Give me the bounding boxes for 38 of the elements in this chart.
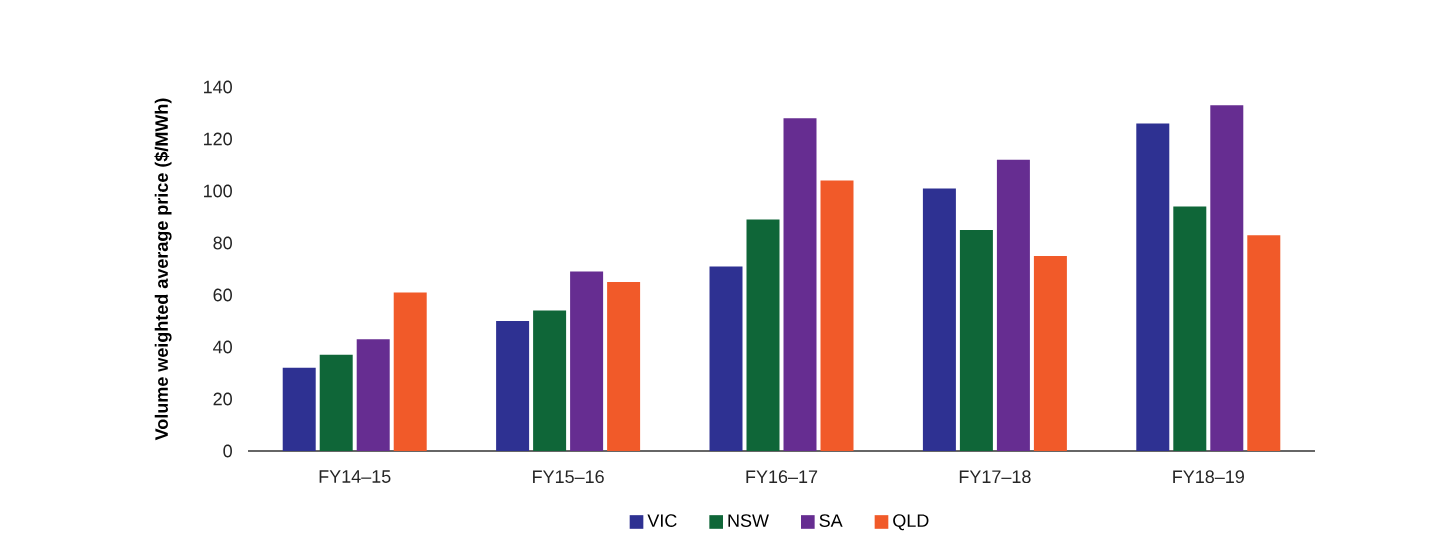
legend-label: QLD <box>893 514 929 531</box>
y-tick-label: 40 <box>213 340 232 354</box>
x-tick-label: FY16–17 <box>746 470 818 484</box>
y-tick-label: 20 <box>213 392 232 406</box>
bar <box>356 339 390 451</box>
x-tick-label: FY14–15 <box>319 470 391 483</box>
bar <box>1033 256 1067 451</box>
bar <box>783 118 817 451</box>
bar <box>820 180 854 451</box>
x-tick-label: FY17–18 <box>959 470 1031 484</box>
y-tick-label: 120 <box>204 132 232 146</box>
bar <box>746 219 780 451</box>
bar <box>570 271 604 451</box>
bar <box>533 310 567 451</box>
legend-label: VIC <box>647 514 677 527</box>
bar <box>709 266 743 451</box>
bar <box>922 188 956 451</box>
bar <box>1247 235 1281 451</box>
x-tick-label: FY15–16 <box>533 470 604 484</box>
bar <box>319 354 353 451</box>
bar <box>1173 206 1207 451</box>
bar <box>282 367 316 451</box>
bar <box>1210 105 1244 451</box>
y-axis-title: Volume weighted average price ($/MWh) <box>154 98 172 441</box>
legend-label: SA <box>819 514 843 527</box>
bar <box>1136 123 1170 451</box>
y-tick-label: 80 <box>213 236 232 250</box>
bar <box>959 230 993 451</box>
legend-label: NSW <box>728 514 769 527</box>
bar <box>393 292 427 451</box>
bar <box>496 321 530 451</box>
bar <box>996 159 1030 451</box>
y-tick-label: 100 <box>204 184 232 198</box>
x-tick-label: FY18–19 <box>1173 470 1244 484</box>
bar <box>607 282 641 451</box>
y-tick-label: 140 <box>204 80 232 94</box>
y-tick-label: 0 <box>223 444 232 458</box>
y-tick-label: 60 <box>213 288 232 302</box>
